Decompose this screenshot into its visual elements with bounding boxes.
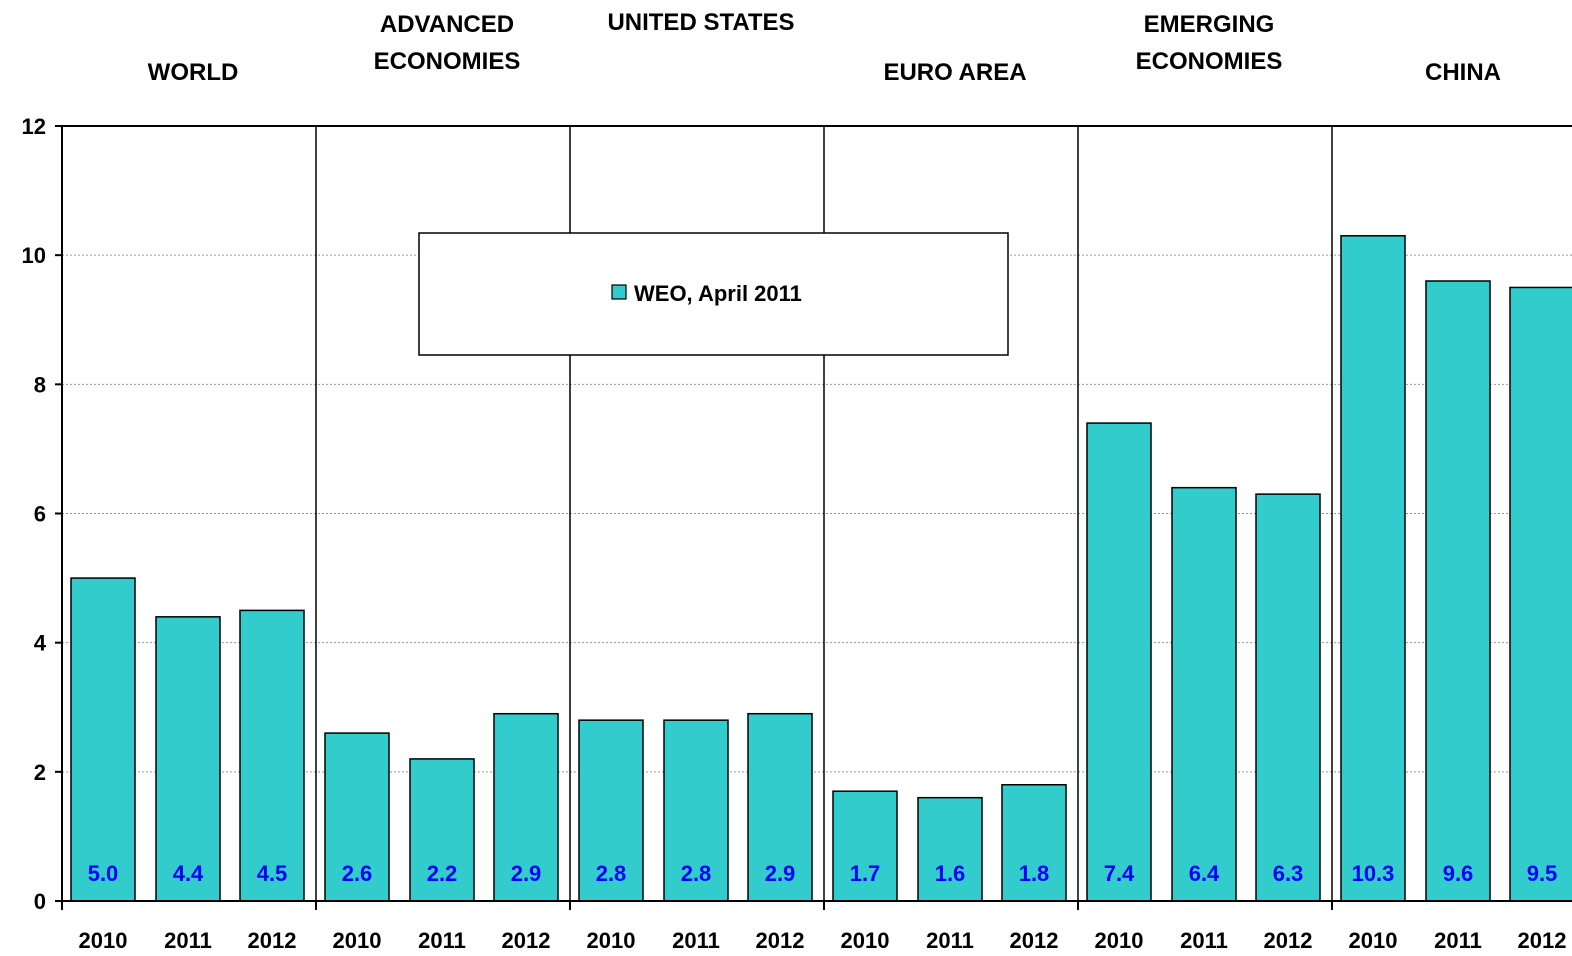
bar [1086, 422, 1152, 902]
bar [578, 719, 644, 902]
x-tick-label-year: 2011 [1434, 928, 1482, 953]
bar [747, 712, 813, 902]
bar [917, 796, 983, 902]
bar-value-label: 9.5 [1527, 861, 1558, 886]
x-tick-label-year: 2012 [756, 928, 805, 953]
axes [55, 125, 1572, 910]
bar-value-label: 4.4 [173, 861, 204, 886]
bar [493, 712, 559, 902]
x-tick-label-year: 2012 [1010, 928, 1059, 953]
bar [1340, 235, 1406, 902]
value-labels: 5.0 4.4 4.5 2.6 2.2 2.9 2.8 2.8 2.9 1.7 1.6 1.8 7.4 6… [88, 861, 1558, 886]
legend-swatch [611, 284, 627, 300]
legend-series-name: WEO, April 2011 [634, 281, 802, 306]
group-label: WORLD [148, 59, 239, 86]
x-tick-label-year: 2012 [248, 928, 297, 953]
y-tick-label: 4 [34, 631, 47, 656]
bar-value-label: 1.8 [1019, 861, 1050, 886]
group-label: ECONOMIES [374, 48, 521, 75]
legend-box [418, 232, 1009, 356]
bar [832, 790, 898, 902]
bar-value-label: 1.6 [935, 861, 966, 886]
bar [239, 609, 305, 902]
bar [324, 732, 390, 902]
bar-value-label: 2.9 [511, 861, 542, 886]
x-tick-label-year: 2010 [1349, 928, 1398, 953]
bar [1509, 286, 1572, 902]
x-tick-label-year: 2010 [1095, 928, 1144, 953]
group-labels: WORLD ADVANCED ECONOMIES UNITED STATES EURO … [148, 9, 1501, 86]
bar [409, 758, 475, 902]
bar-value-label: 6.4 [1189, 861, 1220, 886]
x-tick-label-year: 2011 [1180, 928, 1228, 953]
x-tick-label-year: 2011 [926, 928, 974, 953]
group-label: ADVANCED [380, 11, 514, 38]
y-tick-labels: 0 2 4 6 8 10 12 [22, 114, 47, 914]
y-tick-label: 8 [34, 372, 46, 397]
bar-value-label: 1.7 [850, 861, 881, 886]
bar-value-label: 2.9 [765, 861, 796, 886]
y-tick-label: 12 [22, 114, 46, 139]
x-tick-label-year: 2010 [79, 928, 128, 953]
bar [1171, 486, 1237, 902]
x-tick-label-year: 2010 [841, 928, 890, 953]
x-tick-label-year: 2010 [333, 928, 382, 953]
group-label: ECONOMIES [1136, 48, 1283, 75]
x-tick-label-year: 2011 [164, 928, 212, 953]
x-tick-label-year: 2011 [418, 928, 466, 953]
bar [70, 577, 136, 902]
bar-value-label: 5.0 [88, 861, 119, 886]
bar-value-label: 2.2 [427, 861, 458, 886]
bar-value-label: 2.8 [681, 861, 712, 886]
x-tick-label-year: 2012 [502, 928, 551, 953]
legend: WEO, April 2011 [418, 232, 1009, 356]
bar [1255, 493, 1321, 902]
group-label: EURO AREA [883, 59, 1026, 86]
bar-value-label: 6.3 [1273, 861, 1304, 886]
y-tick-label: 6 [34, 502, 46, 527]
x-tick-label-year: 2012 [1264, 928, 1313, 953]
bar-value-label: 7.4 [1104, 861, 1135, 886]
bar-value-label: 2.6 [342, 861, 373, 886]
bar-value-label: 9.6 [1443, 861, 1474, 886]
bar-value-label: 10.3 [1352, 861, 1395, 886]
bar [1001, 784, 1067, 902]
x-tick-labels: 2010 2011 2012 2010 2011 2012 2010 2011 2012 2010… [79, 928, 1567, 953]
bar-value-label: 4.5 [257, 861, 288, 886]
x-tick-label-year: 2010 [587, 928, 636, 953]
y-tick-label: 10 [22, 243, 46, 268]
y-tick-label: 2 [34, 760, 46, 785]
x-tick-label-year: 2011 [672, 928, 720, 953]
x-tick-label-year: 2012 [1518, 928, 1567, 953]
group-label: EMERGING [1144, 11, 1275, 38]
bar [1425, 280, 1491, 902]
group-label: UNITED STATES [607, 9, 794, 36]
bar-value-label: 2.8 [596, 861, 627, 886]
bar [663, 719, 729, 902]
group-label: CHINA [1425, 59, 1501, 86]
bar [155, 616, 221, 902]
bars [70, 235, 1572, 902]
y-tick-label: 0 [34, 889, 46, 914]
